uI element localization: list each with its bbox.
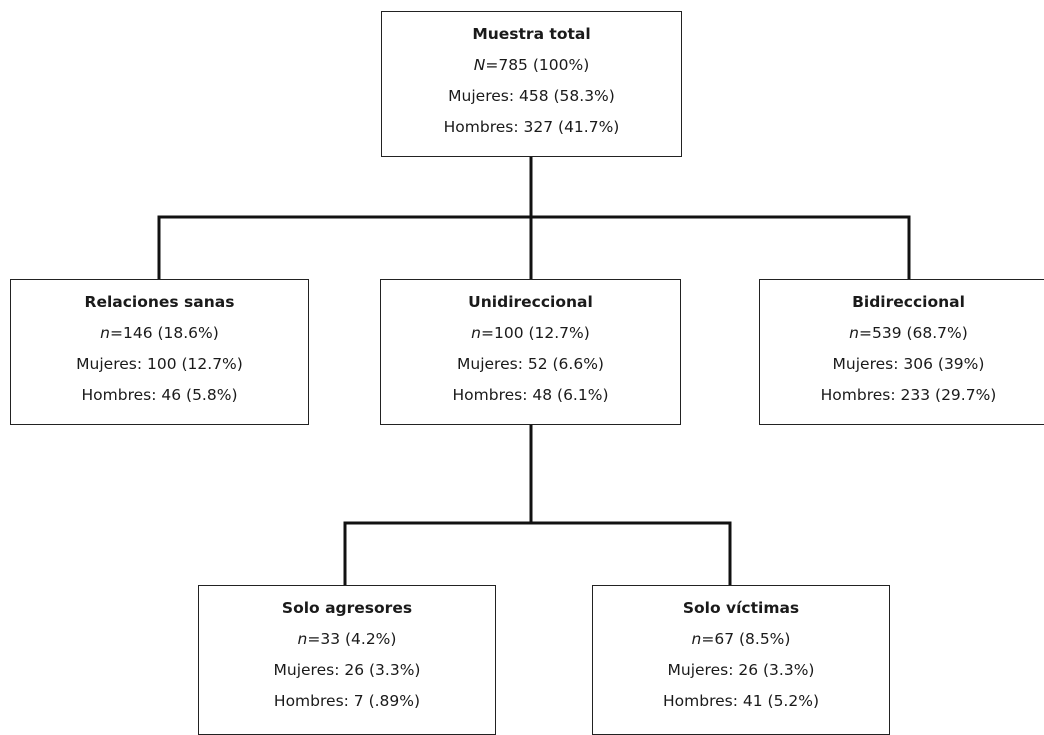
node-men: Hombres: 48 (6.1%): [452, 386, 609, 404]
sample-size-symbol: n: [471, 324, 481, 342]
node-men: Hombres: 41 (5.2%): [663, 692, 819, 710]
sample-size-value: =67 (8.5%): [701, 630, 791, 648]
node-men: Hombres: 327 (41.7%): [443, 118, 620, 136]
sample-size-value: =785 (100%): [485, 56, 590, 74]
node-relaciones-sanas: Relaciones sanas n=146 (18.6%) Mujeres: …: [10, 279, 309, 425]
node-muestra-total: Muestra total N=785 (100%) Mujeres: 458 …: [381, 11, 682, 157]
sample-size-value: =100 (12.7%): [480, 324, 590, 342]
node-women: Mujeres: 26 (3.3%): [273, 661, 421, 679]
node-sample-size: N=785 (100%): [382, 50, 681, 81]
node-title: Bidireccional: [852, 293, 965, 311]
node-women: Mujeres: 100 (12.7%): [76, 355, 243, 373]
sample-size-symbol: n: [691, 630, 702, 648]
node-men: Hombres: 46 (5.8%): [81, 386, 238, 404]
node-sample-size: n=67 (8.5%): [593, 624, 889, 655]
node-sample-size: n=100 (12.7%): [381, 318, 680, 349]
node-sample-size: n=539 (68.7%): [760, 318, 1044, 349]
node-solo-victimas: Solo víctimas n=67 (8.5%) Mujeres: 26 (3…: [592, 585, 890, 735]
sample-size-symbol: n: [849, 324, 859, 342]
node-women: Mujeres: 26 (3.3%): [667, 661, 815, 679]
node-women: Mujeres: 458 (58.3%): [448, 87, 615, 105]
node-sample-size: n=33 (4.2%): [199, 624, 495, 655]
node-women: Mujeres: 306 (39%): [832, 355, 985, 373]
sample-size-value: =33 (4.2%): [307, 630, 397, 648]
node-title: Unidireccional: [468, 293, 593, 311]
node-solo-agresores: Solo agresores n=33 (4.2%) Mujeres: 26 (…: [198, 585, 496, 735]
node-unidireccional: Unidireccional n=100 (12.7%) Mujeres: 52…: [380, 279, 681, 425]
sample-size-value: =539 (68.7%): [858, 324, 968, 342]
node-title: Relaciones sanas: [84, 293, 235, 311]
node-women: Mujeres: 52 (6.6%): [457, 355, 604, 373]
sample-size-value: =146 (18.6%): [109, 324, 219, 342]
node-title: Solo agresores: [281, 599, 413, 617]
sample-size-symbol: n: [297, 630, 308, 648]
node-bidireccional: Bidireccional n=539 (68.7%) Mujeres: 306…: [759, 279, 1044, 425]
node-men: Hombres: 7 (.89%): [273, 692, 421, 710]
node-sample-size: n=146 (18.6%): [11, 318, 308, 349]
node-men: Hombres: 233 (29.7%): [820, 386, 997, 404]
node-title: Solo víctimas: [682, 599, 800, 617]
sample-size-symbol: n: [100, 324, 110, 342]
sample-size-symbol: N: [473, 56, 486, 74]
node-title: Muestra total: [472, 25, 591, 43]
